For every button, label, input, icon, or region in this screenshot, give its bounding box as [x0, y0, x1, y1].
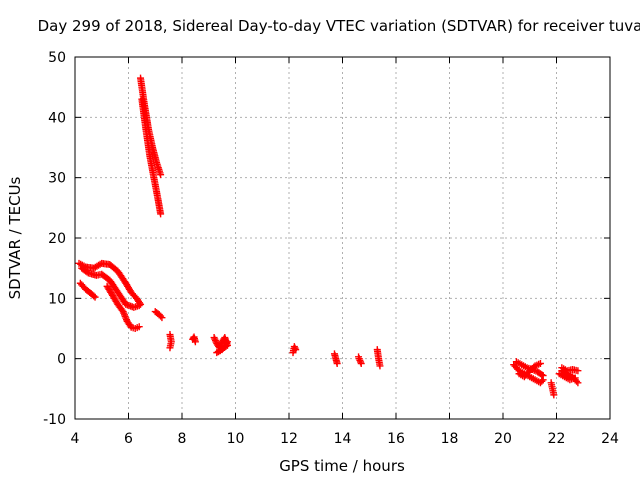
data-point — [166, 344, 174, 352]
x-tick-label: 6 — [124, 431, 133, 447]
x-tick-label: 20 — [494, 431, 512, 447]
y-tick-label: 20 — [48, 231, 66, 247]
data-point — [91, 293, 99, 301]
data-point — [536, 359, 544, 367]
x-tick-label: 22 — [548, 431, 566, 447]
data-point — [135, 323, 143, 331]
data-point — [333, 359, 341, 367]
data-point — [539, 372, 547, 380]
x-tick-label: 16 — [387, 431, 405, 447]
y-tick-label: -10 — [43, 412, 66, 428]
data-point — [550, 391, 558, 399]
data-point — [292, 346, 300, 354]
data-points — [75, 74, 582, 399]
data-point — [191, 338, 199, 346]
data-point — [357, 359, 365, 367]
data-point — [222, 339, 230, 347]
x-tick-label: 4 — [71, 431, 80, 447]
data-point — [157, 210, 165, 218]
data-point — [90, 292, 98, 300]
data-point — [135, 302, 143, 310]
x-tick-label: 8 — [178, 431, 187, 447]
y-tick-label: 0 — [57, 352, 66, 368]
y-tick-label: 50 — [48, 50, 66, 66]
data-point — [376, 362, 384, 370]
data-point — [157, 312, 165, 320]
x-tick-label: 10 — [227, 431, 245, 447]
y-axis-label: SDTVAR / TECUs — [6, 176, 24, 299]
grid — [75, 57, 610, 419]
data-point — [538, 371, 546, 379]
data-point — [157, 171, 165, 179]
data-point — [574, 379, 582, 387]
data-point — [223, 338, 231, 346]
y-tick-label: 10 — [48, 291, 66, 307]
data-point — [158, 314, 166, 322]
x-tick-label: 12 — [280, 431, 298, 447]
data-point — [574, 367, 582, 375]
x-tick-label: 18 — [441, 431, 459, 447]
x-axis-label: GPS time / hours — [279, 457, 405, 475]
chart-title: Day 299 of 2018, Sidereal Day-to-day VTE… — [38, 17, 640, 35]
x-tick-label: 24 — [601, 431, 619, 447]
data-point — [538, 377, 546, 385]
y-axis: -10 0 10 20 30 40 50 — [43, 50, 610, 428]
y-tick-label: 30 — [48, 171, 66, 187]
y-tick-label: 40 — [48, 110, 66, 126]
x-axis: 4 6 8 10 12 14 16 18 20 22 24 — [71, 57, 619, 447]
data-point — [571, 374, 579, 382]
x-tick-label: 14 — [334, 431, 352, 447]
